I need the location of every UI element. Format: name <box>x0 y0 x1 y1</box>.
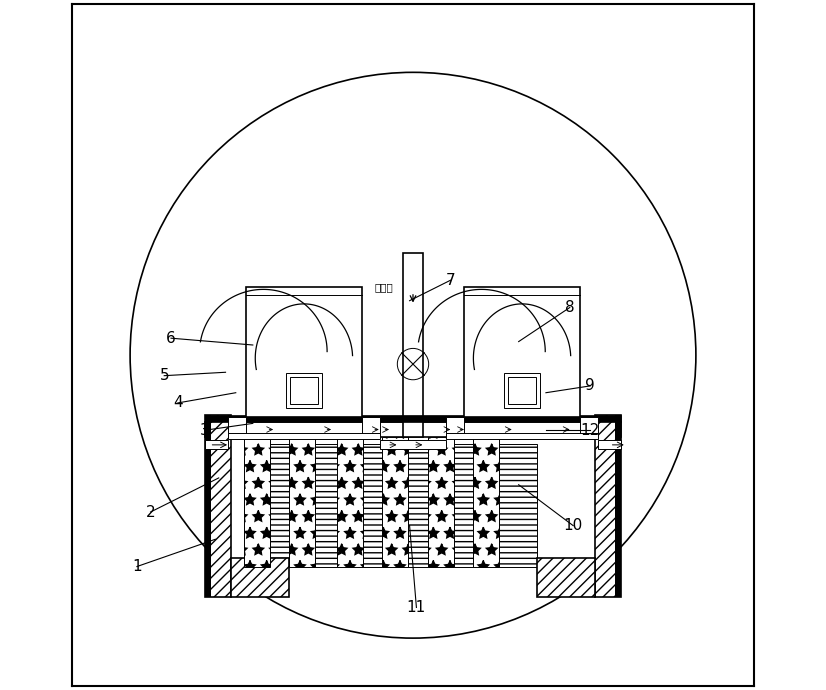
Bar <box>287 373 321 408</box>
Bar <box>244 437 270 566</box>
Bar <box>363 444 382 566</box>
Bar <box>537 558 595 598</box>
Bar <box>598 440 621 449</box>
Text: 1: 1 <box>132 559 142 574</box>
Bar <box>228 417 246 433</box>
Bar <box>205 415 621 422</box>
Bar <box>403 253 423 437</box>
Bar <box>408 444 428 566</box>
Bar <box>595 415 621 598</box>
Bar <box>205 415 211 598</box>
Bar <box>246 287 362 417</box>
Bar <box>505 373 539 408</box>
Text: 2: 2 <box>145 504 155 520</box>
Text: 11: 11 <box>406 600 426 615</box>
Text: 10: 10 <box>563 518 583 533</box>
Bar <box>615 415 621 598</box>
Bar <box>499 444 537 566</box>
Text: 9: 9 <box>586 378 595 393</box>
Text: 6: 6 <box>166 331 176 346</box>
Bar <box>289 437 315 566</box>
Bar <box>362 417 380 433</box>
Bar <box>473 437 499 566</box>
Bar <box>231 558 289 598</box>
Text: 天然气: 天然气 <box>374 282 393 292</box>
Bar <box>290 377 317 404</box>
Text: 5: 5 <box>159 368 169 383</box>
Bar <box>337 437 363 566</box>
Bar <box>382 437 408 566</box>
Bar <box>205 422 621 437</box>
Bar <box>205 415 231 598</box>
Bar <box>464 287 580 417</box>
Bar <box>244 444 289 566</box>
Bar <box>228 433 380 439</box>
Bar <box>270 444 289 566</box>
Text: 3: 3 <box>200 423 210 437</box>
Bar <box>446 433 598 439</box>
Bar <box>205 440 228 449</box>
Bar <box>315 444 337 566</box>
Bar <box>454 444 473 566</box>
Text: 8: 8 <box>565 300 575 315</box>
Bar <box>380 440 446 449</box>
Bar <box>580 417 598 433</box>
Text: 12: 12 <box>581 423 600 437</box>
Bar <box>428 437 454 566</box>
Text: 7: 7 <box>446 273 455 288</box>
Text: 4: 4 <box>173 395 183 411</box>
Bar <box>446 417 464 433</box>
Bar <box>509 377 536 404</box>
